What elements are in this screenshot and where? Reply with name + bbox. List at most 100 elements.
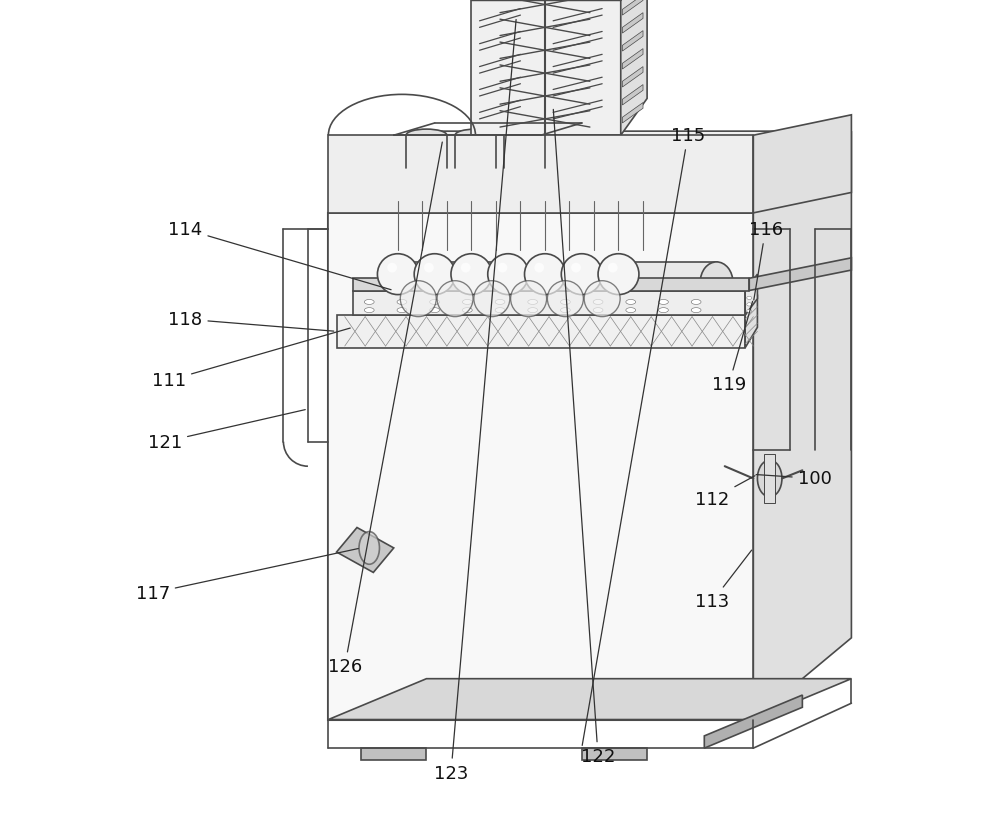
Bar (764, 455, 775, 504)
Ellipse shape (462, 308, 472, 313)
Bar (414, 263, 512, 303)
Circle shape (525, 255, 565, 295)
Text: 126: 126 (328, 143, 442, 676)
Circle shape (534, 264, 544, 274)
Circle shape (414, 255, 455, 295)
Ellipse shape (359, 532, 379, 564)
Circle shape (511, 282, 547, 317)
Ellipse shape (560, 308, 570, 313)
Circle shape (608, 264, 618, 274)
Text: 119: 119 (712, 302, 753, 394)
Bar (337, 315, 745, 348)
Ellipse shape (462, 300, 472, 305)
Text: 122: 122 (553, 111, 615, 766)
Circle shape (598, 255, 639, 295)
Ellipse shape (560, 300, 570, 305)
Text: 114: 114 (168, 221, 391, 291)
Ellipse shape (397, 308, 407, 313)
Polygon shape (328, 679, 851, 720)
Bar (328, 136, 753, 214)
Text: 112: 112 (695, 476, 755, 509)
Polygon shape (745, 295, 757, 348)
Ellipse shape (626, 300, 636, 305)
Bar (582, 749, 647, 761)
Polygon shape (337, 528, 394, 572)
Polygon shape (622, 14, 643, 34)
Bar (353, 291, 745, 315)
Ellipse shape (495, 308, 505, 313)
Polygon shape (471, 0, 647, 2)
Text: 117: 117 (136, 549, 358, 602)
Ellipse shape (757, 460, 782, 497)
Bar (361, 749, 426, 761)
Polygon shape (622, 103, 643, 124)
Ellipse shape (700, 263, 733, 303)
Bar (328, 214, 753, 720)
Ellipse shape (528, 300, 538, 305)
Polygon shape (394, 136, 541, 189)
Polygon shape (737, 177, 757, 201)
Text: 111: 111 (152, 328, 350, 390)
Circle shape (498, 264, 507, 274)
Ellipse shape (659, 300, 668, 305)
Ellipse shape (659, 308, 668, 313)
Text: 100: 100 (756, 470, 832, 488)
Circle shape (461, 264, 471, 274)
Ellipse shape (397, 300, 407, 305)
Text: 121: 121 (148, 410, 305, 451)
Circle shape (387, 264, 397, 274)
Ellipse shape (626, 308, 636, 313)
Ellipse shape (455, 130, 496, 143)
Circle shape (474, 282, 510, 317)
Polygon shape (622, 32, 643, 52)
Polygon shape (622, 0, 643, 16)
Ellipse shape (528, 308, 538, 313)
Ellipse shape (475, 273, 508, 293)
Bar (618, 263, 717, 303)
Circle shape (377, 255, 418, 295)
Polygon shape (621, 0, 647, 136)
Text: 113: 113 (695, 550, 752, 610)
Polygon shape (496, 124, 582, 189)
Ellipse shape (747, 303, 752, 306)
Ellipse shape (495, 300, 505, 305)
Polygon shape (753, 115, 851, 214)
Ellipse shape (406, 130, 447, 143)
Ellipse shape (406, 263, 439, 303)
Ellipse shape (747, 310, 752, 313)
Bar (471, 2, 621, 136)
Ellipse shape (410, 273, 443, 293)
Ellipse shape (504, 163, 545, 174)
Polygon shape (622, 67, 643, 88)
Polygon shape (622, 49, 643, 70)
Circle shape (424, 264, 434, 274)
Circle shape (400, 282, 436, 317)
Ellipse shape (691, 300, 701, 305)
Ellipse shape (691, 308, 701, 313)
Ellipse shape (610, 263, 643, 303)
Ellipse shape (364, 308, 374, 313)
Bar (353, 279, 749, 291)
Circle shape (437, 282, 473, 317)
Ellipse shape (747, 296, 752, 300)
Polygon shape (704, 695, 802, 749)
Ellipse shape (430, 308, 440, 313)
Ellipse shape (496, 263, 529, 303)
Polygon shape (749, 259, 851, 291)
Circle shape (584, 282, 620, 317)
Ellipse shape (504, 130, 545, 143)
Ellipse shape (364, 300, 374, 305)
Polygon shape (745, 275, 757, 315)
Polygon shape (622, 85, 643, 106)
Text: 118: 118 (168, 310, 334, 332)
Polygon shape (328, 132, 851, 214)
Circle shape (561, 255, 602, 295)
Bar (410, 271, 492, 291)
Text: 123: 123 (434, 20, 516, 781)
Ellipse shape (593, 308, 603, 313)
Bar (377, 189, 737, 201)
Circle shape (488, 255, 529, 295)
Ellipse shape (593, 300, 603, 305)
Ellipse shape (430, 300, 440, 305)
Polygon shape (753, 132, 851, 720)
